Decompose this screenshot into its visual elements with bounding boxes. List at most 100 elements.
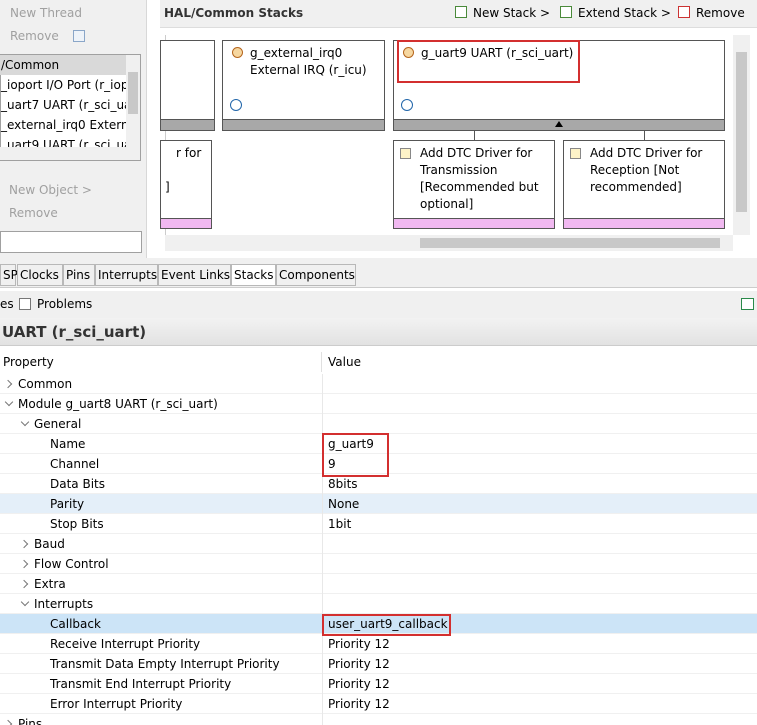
property-row[interactable] [0,574,757,594]
editor-tab[interactable]: Event Links [158,264,231,286]
property-row[interactable] [0,534,757,554]
property-row[interactable] [0,654,757,674]
property-name: Module g_uart8 UART (r_sci_uart) [18,397,218,411]
list-hscrollbar [0,147,140,160]
view-tab[interactable]: es [0,297,14,311]
property-value[interactable]: Priority 12 [328,677,390,691]
dependency-text: ] [165,180,170,194]
property-name: Error Interrupt Priority [50,697,183,711]
stack-action[interactable]: New Stack > [473,6,551,20]
dependency-text: r for [176,146,202,160]
editor-tab[interactable]: Components [276,264,356,286]
property-name: Transmit Data Empty Interrupt Priority [50,657,280,671]
view-tab-strip [0,291,757,318]
module-text[interactable]: g_uart9 UART (r_sci_uart) [421,46,574,60]
property-row[interactable] [0,674,757,694]
new-object-button[interactable]: New Object > [9,183,92,197]
property-name: Channel [50,457,100,471]
stack-action[interactable]: Extend Stack > [578,6,671,20]
dependency-text[interactable]: Reception [Not [590,163,680,177]
property-name: Stop Bits [50,517,104,531]
stack-action[interactable]: Remove [696,6,745,20]
property-value[interactable]: Priority 12 [328,697,390,711]
property-value[interactable]: 9 [328,457,336,471]
connector [644,131,645,140]
column-divider [322,514,323,534]
property-row[interactable] [0,374,757,394]
property-row[interactable] [0,614,757,634]
thread-item[interactable]: _ioport I/O Port (r_iop [1,78,126,92]
module-box [160,40,215,131]
property-row[interactable] [0,494,757,514]
editor-tab[interactable]: Interrupts [95,264,158,286]
column-divider [322,674,323,694]
highlight-box [322,614,451,636]
input-field[interactable] [0,231,142,253]
property-value[interactable]: Priority 12 [328,657,390,671]
dependency-text[interactable]: [Recommended but [420,180,539,194]
property-row[interactable] [0,594,757,614]
column-divider [322,654,323,674]
property-name: Data Bits [50,477,105,491]
remove-thread-button[interactable]: Remove [10,29,59,43]
property-row[interactable] [0,474,757,494]
property-row[interactable] [0,634,757,654]
dependency-bar [563,218,725,229]
dependency-bar [393,218,555,229]
v-scroll-thumb [736,52,747,212]
editor-tab[interactable]: Pins [63,264,95,286]
column-divider [322,574,323,594]
module-text[interactable]: g_external_irq0 [250,46,343,60]
property-name: Receive Interrupt Priority [50,637,201,651]
property-value[interactable]: 1bit [328,517,352,531]
dependency-box [160,140,212,229]
editor-tab[interactable]: SP [0,264,18,286]
dependency-text[interactable]: Add DTC Driver for [420,146,533,160]
action-icon [678,6,690,18]
column-header: Value [328,355,361,369]
column-divider [322,394,323,414]
property-name: Interrupts [34,597,94,611]
remove-object-button[interactable]: Remove [9,206,58,220]
property-name: Parity [50,497,85,511]
dependency-text[interactable]: recommended] [590,180,682,194]
editor-tab[interactable]: Clocks [17,264,63,286]
dependency-text[interactable]: optional] [420,197,474,211]
property-row[interactable] [0,554,757,574]
property-row[interactable] [0,414,757,434]
view-tab[interactable]: Problems [37,297,93,311]
property-row[interactable] [0,694,757,714]
list-scroll-thumb [128,72,138,114]
property-row[interactable] [0,514,757,534]
new-thread-button[interactable]: New Thread [10,6,82,20]
column-divider [322,714,323,725]
property-value[interactable]: None [328,497,360,511]
editor-tab[interactable]: Stacks [231,264,276,286]
property-value[interactable]: g_uart9 [328,437,374,451]
highlight-box [397,40,580,83]
property-name: Baud [34,537,65,551]
column-divider [322,374,323,394]
module-text[interactable]: External IRQ (r_icu) [250,63,367,77]
column-divider [322,594,323,614]
collapse-triangle [555,121,563,127]
property-row[interactable] [0,714,757,725]
property-value[interactable]: user_uart9_callback [328,617,448,631]
thread-item[interactable]: /Common [0,55,126,75]
dependency-text[interactable]: Transmission [420,163,498,177]
property-name: Pins [18,717,43,725]
property-value[interactable]: 8bits [328,477,358,491]
thread-item[interactable]: _external_irq0 Externa [1,118,126,132]
property-row[interactable] [0,454,757,474]
add-icon [570,148,581,159]
property-row[interactable] [0,394,757,414]
thread-item[interactable]: _uart7 UART (r_sci_ua [1,98,126,112]
property-value[interactable]: Priority 12 [328,637,390,651]
property-row[interactable] [0,434,757,454]
property-name: Extra [34,577,66,591]
info-icon [230,99,242,111]
module-icon [403,47,414,58]
stacks-title: HAL/Common Stacks [164,6,304,20]
dependency-text[interactable]: Add DTC Driver for [590,146,703,160]
